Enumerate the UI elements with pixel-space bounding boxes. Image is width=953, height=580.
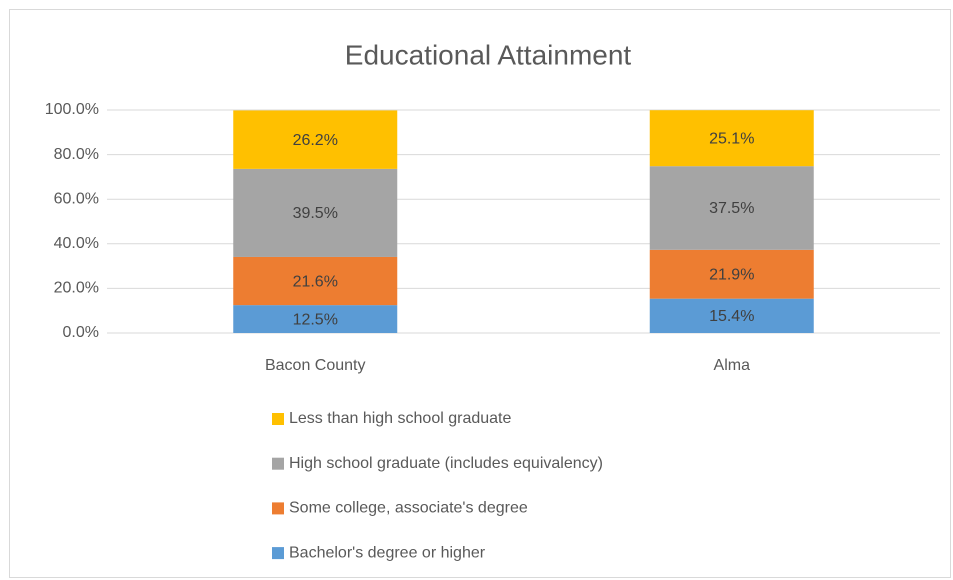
legend-label: Some college, associate's degree (289, 500, 528, 517)
y-tick-label: 40.0% (54, 235, 99, 252)
legend-label: High school graduate (includes equivalen… (289, 455, 603, 472)
x-tick-label: Alma (714, 357, 751, 374)
legend-swatch (272, 457, 284, 470)
data-label: 12.5% (293, 311, 338, 328)
chart-title: Educational Attainment (345, 39, 632, 70)
y-tick-label: 60.0% (54, 190, 99, 207)
legend-swatch (272, 547, 284, 560)
data-label: 39.5% (293, 205, 338, 222)
y-tick-label: 20.0% (54, 280, 99, 297)
bar-segment (649, 166, 814, 250)
bar-segment (233, 168, 398, 257)
data-label: 15.4% (709, 308, 754, 325)
legend-swatch (272, 413, 284, 425)
bar-segment (233, 305, 398, 333)
data-label: 25.1% (709, 130, 754, 147)
y-tick-label: 100.0% (45, 101, 99, 118)
bar-segment (649, 110, 814, 167)
data-label: 37.5% (709, 200, 754, 217)
bar-segment (649, 298, 814, 333)
data-label: 26.2% (293, 132, 338, 149)
data-label: 21.9% (709, 266, 754, 283)
bar-segment (233, 110, 398, 169)
y-tick-label: 0.0% (63, 324, 99, 341)
y-tick-label: 80.0% (54, 146, 99, 163)
legend-swatch (272, 502, 284, 515)
data-label: 21.6% (293, 273, 338, 290)
bar-segment (649, 249, 814, 299)
legend-label: Bachelor's degree or higher (289, 544, 486, 561)
bar-segment (233, 256, 398, 306)
legend-label: Less than high school graduate (289, 410, 511, 427)
x-tick-label: Bacon County (265, 357, 366, 374)
